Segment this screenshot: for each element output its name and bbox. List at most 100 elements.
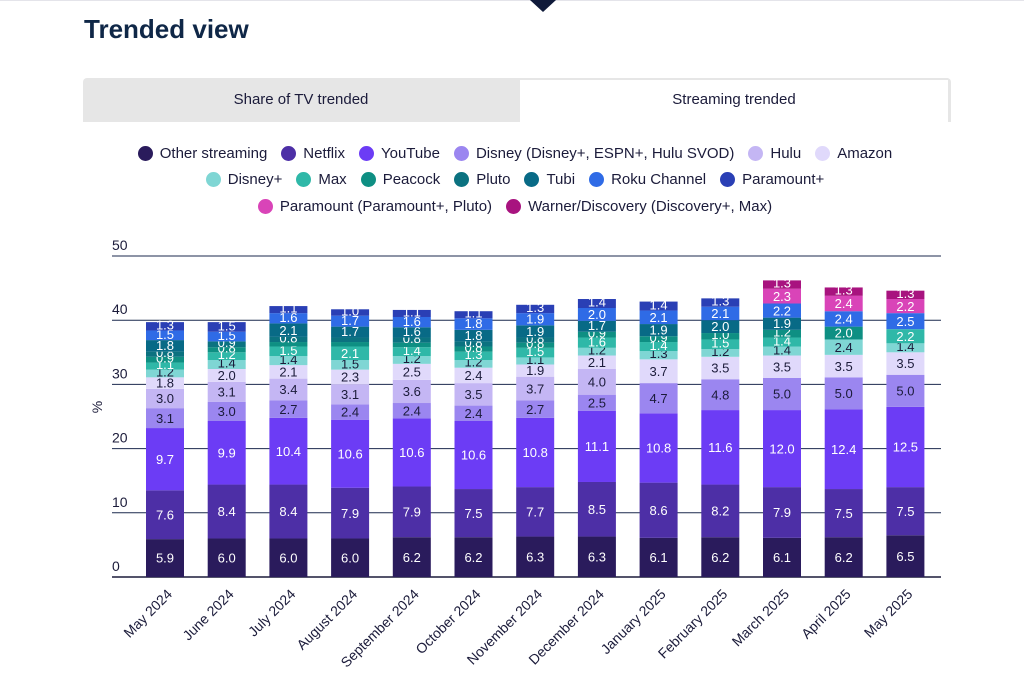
bar-segment <box>639 413 678 483</box>
bar-segment <box>701 349 740 357</box>
legend-label: Paramount (Paramount+, Pluto) <box>279 197 493 215</box>
bar-segment <box>763 288 801 304</box>
bar-value-label: 1.0 <box>341 303 359 318</box>
legend-item[interactable]: Peacock <box>360 171 441 189</box>
legend-item[interactable]: Warner/Discovery (Discovery+, Max) <box>506 198 772 215</box>
bar-value-label: 3.0 <box>156 391 174 406</box>
legend-item[interactable]: Disney (Disney+, ESPN+, Hulu SVOD) <box>453 145 734 162</box>
legend-item[interactable]: Other streaming <box>137 145 267 162</box>
bar-value-label: 3.5 <box>896 356 914 371</box>
x-tick-label: May 2025 <box>861 586 916 641</box>
legend-swatch <box>205 172 221 188</box>
legend-item[interactable]: Disney+ <box>205 171 283 189</box>
legend-item[interactable]: Tubi <box>524 171 575 188</box>
bar-value-label: 3.7 <box>650 364 668 379</box>
bar-segment <box>639 324 678 337</box>
bar-segment <box>701 379 740 411</box>
legend-item[interactable]: Max <box>296 171 347 188</box>
legend-label: Peacock <box>382 171 441 189</box>
bar-segment <box>207 352 246 361</box>
bar-value-label: 3.1 <box>218 384 236 399</box>
tab-streaming-trended[interactable]: Streaming trended <box>520 78 948 122</box>
bar-value-label: 2.1 <box>650 310 668 325</box>
legend-item[interactable]: Hulu <box>748 145 801 162</box>
bar-segment <box>331 337 370 343</box>
legend-label: Disney+ <box>227 171 283 189</box>
legend-item[interactable]: Roku Channel <box>589 171 706 188</box>
bar-segment <box>146 330 184 341</box>
bar-value-label: 10.8 <box>646 441 671 456</box>
legend-item[interactable]: Pluto <box>454 171 510 188</box>
bar-segment <box>392 486 431 538</box>
bar-value-label: 3.0 <box>218 404 236 419</box>
bar-segment <box>454 405 493 421</box>
bar-segment <box>763 355 801 378</box>
bar-value-label: 6.1 <box>773 550 791 565</box>
bar-value-label: 2.0 <box>711 319 729 334</box>
bar-segment <box>639 482 678 538</box>
bar-segment <box>577 337 616 348</box>
bar-value-label: 1.8 <box>464 328 482 343</box>
bar-segment <box>824 354 863 378</box>
legend-item[interactable]: Amazon <box>815 145 892 162</box>
bar-segment <box>701 320 740 334</box>
bar-segment <box>763 280 801 289</box>
legend-item[interactable]: Paramount+ <box>720 171 824 188</box>
legend-swatch <box>454 172 470 188</box>
bar-value-label: 2.1 <box>711 306 729 321</box>
bar-value-label: 6.2 <box>835 550 853 565</box>
legend-item[interactable]: Netflix <box>281 145 345 162</box>
legend-item[interactable]: Paramount (Paramount+, Pluto) <box>257 197 493 215</box>
legend-swatch <box>137 145 153 161</box>
bar-value-label: 8.4 <box>218 504 236 519</box>
legend-swatch <box>720 172 736 188</box>
bar-segment <box>886 343 925 353</box>
bar-value-label: 7.5 <box>896 504 914 519</box>
bar-value-label: 11.6 <box>708 440 732 455</box>
bar-segment <box>146 362 184 370</box>
bar-value-label: 8.2 <box>711 504 729 519</box>
bar-segment <box>701 298 740 307</box>
tab-share-of-tv-trended[interactable]: Share of TV trended <box>233 91 369 108</box>
bar-segment <box>146 377 184 389</box>
bar-value-label: 6.0 <box>279 550 297 565</box>
bar-segment <box>824 409 863 490</box>
bar-segment <box>639 383 678 414</box>
bar-segment <box>763 329 801 338</box>
bar-segment <box>207 341 246 348</box>
bar-segment <box>331 384 370 405</box>
bar-segment <box>516 304 555 314</box>
bar-value-label: 1.3 <box>711 294 729 309</box>
legend-swatch <box>506 198 522 214</box>
bar-segment <box>516 364 555 377</box>
bar-value-label: 5.0 <box>773 387 791 402</box>
bar-segment <box>886 374 925 407</box>
legend-label: Netflix <box>303 144 345 162</box>
legend-item[interactable]: YouTube <box>358 145 440 162</box>
y-tick-label: 0 <box>112 558 120 574</box>
y-tick-label: 20 <box>112 430 128 446</box>
bar-value-label: 1.7 <box>341 324 359 339</box>
bar-segment <box>269 365 308 379</box>
bar-value-label: 6.2 <box>403 550 421 565</box>
legend-label: Hulu <box>770 144 802 162</box>
bar-segment <box>269 484 308 539</box>
bar-value-label: 1.5 <box>279 343 297 358</box>
legend-row: Disney+ Max Peacock Pluto Tubi Roku Channel Pa… <box>90 167 940 194</box>
legend-swatch <box>524 172 540 188</box>
bar-segment <box>577 299 616 309</box>
bar-segment <box>331 487 370 539</box>
y-tick-label: 10 <box>112 494 128 510</box>
bar-segment <box>577 481 616 537</box>
bar-value-label: 2.7 <box>526 402 544 417</box>
bar-value-label: 1.3 <box>835 283 853 298</box>
bar-value-label: 2.2 <box>896 299 914 314</box>
bar-value-label: 7.9 <box>341 506 359 521</box>
bar-segment <box>269 400 308 418</box>
bar-segment <box>269 313 308 324</box>
bar-segment <box>146 340 184 352</box>
bar-segment <box>824 311 863 327</box>
bar-segment <box>824 377 863 410</box>
bar-segment <box>701 339 740 350</box>
section-caret-icon[interactable] <box>530 0 556 12</box>
